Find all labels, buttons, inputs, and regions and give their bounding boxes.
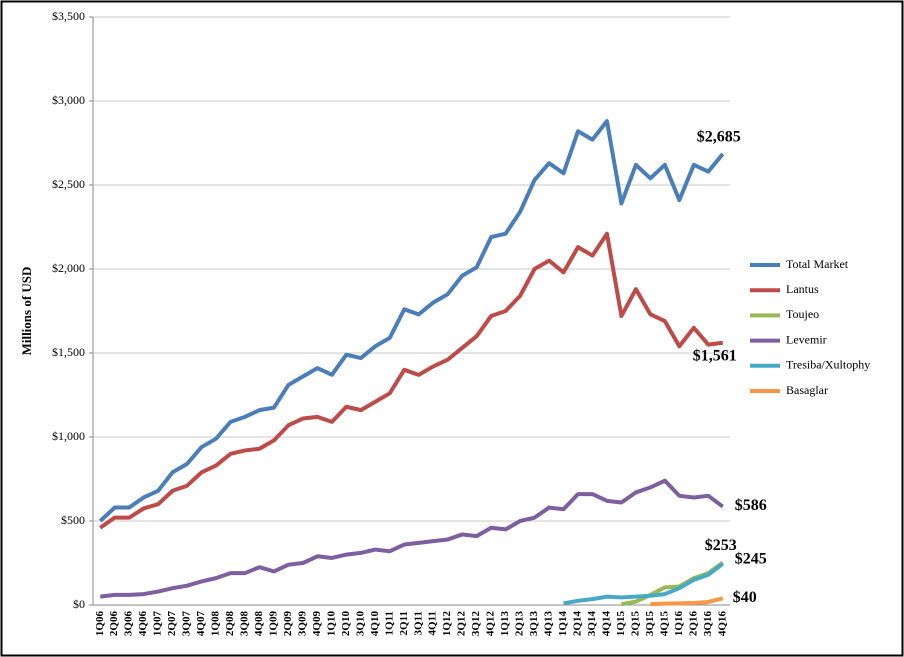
series-line [100, 478, 724, 599]
x-tick-label: 2Q14 [572, 611, 584, 637]
y-axis-label: Millions of USD [19, 267, 34, 356]
end-label: $40 [733, 589, 757, 606]
x-tick-label: 4Q12 [485, 611, 497, 637]
x-tick-label: 4Q07 [195, 611, 207, 637]
series-line [650, 596, 724, 607]
x-tick-label: 1Q07 [152, 611, 164, 637]
x-tick-label: 2Q13 [514, 611, 526, 637]
x-tick-label: 1Q09 [267, 611, 279, 637]
x-tick-label: 4Q13 [543, 611, 555, 637]
x-tick-label: 1Q14 [557, 611, 569, 637]
x-tick-label: 3Q08 [239, 611, 251, 637]
x-tick-label: 2Q12 [456, 611, 468, 637]
series-line [563, 562, 724, 606]
x-tick-label: 4Q14 [600, 611, 612, 637]
x-tick-label: 3Q13 [528, 611, 540, 637]
x-tick-label: 2Q08 [224, 611, 236, 637]
y-tick-label: $3,000 [52, 93, 85, 107]
end-label: $1,561 [693, 347, 737, 364]
legend-label: Total Market [786, 257, 849, 271]
x-tick-label: 3Q07 [181, 611, 193, 637]
x-tick-label: 4Q16 [716, 611, 728, 637]
x-tick-label: 4Q06 [137, 611, 149, 637]
x-tick-label: 2Q06 [108, 611, 120, 637]
x-tick-label: 1Q10 [325, 611, 337, 637]
x-tick-label: 4Q11 [427, 611, 439, 635]
legend-label: Lantus [786, 282, 819, 296]
x-tick-label: 2Q09 [282, 611, 294, 637]
x-tick-label: 3Q16 [702, 611, 714, 637]
x-tick-label: 1Q08 [210, 611, 222, 637]
y-tick-label: $1,500 [52, 345, 85, 359]
legend-label: Basaglar [786, 383, 828, 397]
end-label: $586 [735, 497, 767, 514]
x-tick-label: 1Q06 [94, 611, 106, 637]
x-tick-label: 2Q15 [629, 611, 641, 637]
x-tick-label: 1Q15 [615, 611, 627, 637]
x-tick-label: 3Q11 [412, 611, 424, 635]
x-tick-label: 2Q16 [687, 611, 699, 637]
series-line [98, 119, 725, 523]
x-tick-label: 3Q10 [354, 611, 366, 637]
x-tick-label: 2Q11 [398, 611, 410, 635]
legend-label: Toujeo [786, 307, 819, 321]
x-tick-label: 4Q09 [311, 611, 323, 637]
x-tick-label: 3Q12 [470, 611, 482, 637]
x-tick-label: 1Q11 [383, 611, 395, 635]
x-tick-label: 2Q10 [340, 611, 352, 637]
end-label: $2,685 [697, 129, 741, 146]
y-tick-label: $0 [73, 597, 85, 611]
legend-label: Levemir [786, 332, 827, 346]
x-tick-label: 1Q12 [441, 611, 453, 637]
x-tick-label: 3Q15 [644, 611, 656, 637]
y-tick-label: $1,000 [52, 429, 85, 443]
x-tick-label: 4Q08 [253, 611, 265, 637]
x-tick-label: 3Q06 [123, 611, 135, 637]
y-tick-label: $3,500 [52, 9, 85, 23]
legend-label: Tresiba/Xultophy [786, 358, 870, 372]
x-tick-label: 3Q09 [296, 611, 308, 637]
x-tick-label: 3Q14 [586, 611, 598, 637]
x-tick-label: 1Q16 [673, 611, 685, 637]
end-label: $245 [735, 551, 767, 568]
series-line [99, 231, 724, 530]
y-tick-label: $2,500 [52, 177, 85, 191]
y-tick-label: $500 [61, 513, 85, 527]
y-tick-label: $2,000 [52, 261, 85, 275]
x-tick-label: 4Q15 [658, 611, 670, 637]
x-tick-label: 2Q07 [166, 611, 178, 637]
end-label: $253 [705, 537, 737, 554]
x-tick-label: 1Q13 [499, 611, 511, 637]
x-tick-label: 4Q10 [369, 611, 381, 637]
